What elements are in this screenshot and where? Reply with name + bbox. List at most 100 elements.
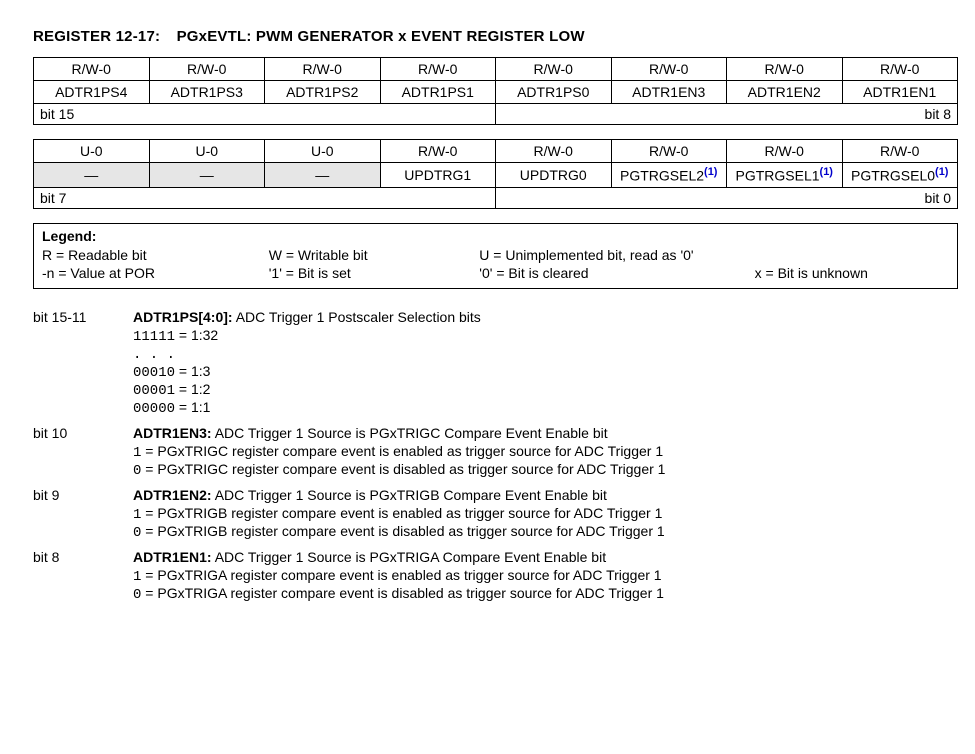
bit-value-line: 1 = PGxTRIGA register compare event is e… — [133, 567, 958, 585]
bit-name-cell: PGTRGSEL0(1) — [842, 163, 958, 188]
register-table-low: U-0 U-0 U-0 R/W-0 R/W-0 R/W-0 R/W-0 R/W-… — [33, 139, 958, 209]
legend-cell: -n = Value at POR — [42, 264, 269, 282]
bit-name-cell: ADTR1EN1 — [842, 81, 958, 104]
access-cell: R/W-0 — [842, 58, 958, 81]
legend-row: -n = Value at POR '1' = Bit is set '0' =… — [42, 264, 949, 282]
bit-value-line: 00000 = 1:1 — [133, 399, 958, 417]
bit-name-cell: UPDTRG1 — [380, 163, 496, 188]
access-cell: R/W-0 — [727, 140, 843, 163]
bit-value-text: = PGxTRIGC register compare event is ena… — [141, 443, 663, 459]
bit-value-text: = 1:1 — [175, 399, 210, 415]
bit-desc: ADC Trigger 1 Source is PGxTRIGA Compare… — [212, 549, 607, 565]
bit-name-cell: — — [265, 163, 381, 188]
legend-cell: U = Unimplemented bit, read as '0' — [479, 246, 754, 264]
bit-value-line: 00001 = 1:2 — [133, 381, 958, 399]
bit-range-label: bit 15-11 — [33, 309, 133, 417]
access-cell: R/W-0 — [842, 140, 958, 163]
bit-name-cell: — — [34, 163, 150, 188]
legend-box: Legend: R = Readable bit W = Writable bi… — [33, 223, 958, 289]
bit-range-row: bit 7 bit 0 — [34, 187, 958, 208]
access-row: R/W-0 R/W-0 R/W-0 R/W-0 R/W-0 R/W-0 R/W-… — [34, 58, 958, 81]
bit-heading: ADTR1EN1: ADC Trigger 1 Source is PGxTRI… — [133, 549, 958, 565]
bit-value-text: = 1:32 — [175, 327, 218, 343]
legend-row: R = Readable bit W = Writable bit U = Un… — [42, 246, 949, 264]
bit-name: ADTR1EN1: — [133, 549, 212, 565]
legend-cell: '0' = Bit is cleared — [479, 264, 754, 282]
bit-range-label: bit 10 — [33, 425, 133, 479]
access-cell: R/W-0 — [496, 58, 612, 81]
register-title: REGISTER 12-17: PGxEVTL: PWM GENERATOR x… — [33, 28, 958, 45]
legend-cell: '1' = Bit is set — [269, 264, 480, 282]
bit-range-left: bit 15 — [34, 104, 496, 125]
bit-value-code: . . . — [133, 347, 175, 363]
access-row: U-0 U-0 U-0 R/W-0 R/W-0 R/W-0 R/W-0 R/W-… — [34, 140, 958, 163]
bit-desc: ADC Trigger 1 Source is PGxTRIGC Compare… — [212, 425, 608, 441]
bit-value-code: 00010 — [133, 365, 175, 381]
register-number: REGISTER 12-17: — [33, 28, 160, 45]
legend-cell: x = Bit is unknown — [755, 264, 949, 282]
bit-value-text: = PGxTRIGB register compare event is ena… — [141, 505, 662, 521]
bit-value-line: 0 = PGxTRIGA register compare event is d… — [133, 585, 958, 603]
register-name: PGxEVTL: PWM GENERATOR x EVENT REGISTER … — [177, 28, 585, 45]
access-cell: R/W-0 — [265, 58, 381, 81]
access-cell: R/W-0 — [496, 140, 612, 163]
name-row: — — — UPDTRG1 UPDTRG0 PGTRGSEL2(1) PGTRG… — [34, 163, 958, 188]
bit-value-text: = 1:3 — [175, 363, 210, 379]
access-cell: R/W-0 — [611, 140, 727, 163]
bit-range-row: bit 15 bit 8 — [34, 104, 958, 125]
bit-name: ADTR1EN2: — [133, 487, 212, 503]
access-cell: R/W-0 — [727, 58, 843, 81]
bit-range-left: bit 7 — [34, 187, 496, 208]
bit-value-code: 00000 — [133, 401, 175, 417]
bit-name-cell: ADTR1PS4 — [34, 81, 150, 104]
access-cell: U-0 — [34, 140, 150, 163]
access-cell: R/W-0 — [380, 58, 496, 81]
legend-cell — [755, 246, 949, 264]
bit-body: ADTR1EN3: ADC Trigger 1 Source is PGxTRI… — [133, 425, 958, 479]
bit-name-cell: ADTR1EN3 — [611, 81, 727, 104]
bit-value-line: 1 = PGxTRIGB register compare event is e… — [133, 505, 958, 523]
bit-value-text: = PGxTRIGB register compare event is dis… — [141, 523, 664, 539]
bit-description: bit 8ADTR1EN1: ADC Trigger 1 Source is P… — [33, 549, 958, 603]
bit-value-text: = 1:2 — [175, 381, 210, 397]
bit-name-cell: ADTR1PS2 — [265, 81, 381, 104]
bit-value-line: 11111 = 1:32 — [133, 327, 958, 345]
bit-value-text: = PGxTRIGA register compare event is dis… — [141, 585, 664, 601]
access-cell: R/W-0 — [34, 58, 150, 81]
bit-description: bit 15-11ADTR1PS[4:0]: ADC Trigger 1 Pos… — [33, 309, 958, 417]
bit-value-line: 1 = PGxTRIGC register compare event is e… — [133, 443, 958, 461]
bit-name-cell: ADTR1PS0 — [496, 81, 612, 104]
register-table-high: R/W-0 R/W-0 R/W-0 R/W-0 R/W-0 R/W-0 R/W-… — [33, 57, 958, 125]
bit-heading: ADTR1EN2: ADC Trigger 1 Source is PGxTRI… — [133, 487, 958, 503]
access-cell: R/W-0 — [611, 58, 727, 81]
bit-name-cell: PGTRGSEL1(1) — [727, 163, 843, 188]
bit-range-right: bit 8 — [496, 104, 958, 125]
bit-body: ADTR1EN2: ADC Trigger 1 Source is PGxTRI… — [133, 487, 958, 541]
bit-value-code: 11111 — [133, 329, 175, 345]
bit-range-label: bit 9 — [33, 487, 133, 541]
bit-value-line: . . . — [133, 345, 958, 363]
name-row: ADTR1PS4 ADTR1PS3 ADTR1PS2 ADTR1PS1 ADTR… — [34, 81, 958, 104]
bit-value-line: 0 = PGxTRIGC register compare event is d… — [133, 461, 958, 479]
access-cell: U-0 — [265, 140, 381, 163]
bit-desc: ADC Trigger 1 Source is PGxTRIGB Compare… — [212, 487, 607, 503]
bit-description: bit 9ADTR1EN2: ADC Trigger 1 Source is P… — [33, 487, 958, 541]
bit-range-right: bit 0 — [496, 187, 958, 208]
bit-name-cell: ADTR1PS3 — [149, 81, 265, 104]
bit-description: bit 10ADTR1EN3: ADC Trigger 1 Source is … — [33, 425, 958, 479]
bit-heading: ADTR1EN3: ADC Trigger 1 Source is PGxTRI… — [133, 425, 958, 441]
bit-value-line: 0 = PGxTRIGB register compare event is d… — [133, 523, 958, 541]
bit-body: ADTR1PS[4:0]: ADC Trigger 1 Postscaler S… — [133, 309, 958, 417]
bit-body: ADTR1EN1: ADC Trigger 1 Source is PGxTRI… — [133, 549, 958, 603]
bit-name-cell: ADTR1EN2 — [727, 81, 843, 104]
legend-cell: R = Readable bit — [42, 246, 269, 264]
bit-desc: ADC Trigger 1 Postscaler Selection bits — [233, 309, 481, 325]
access-cell: R/W-0 — [380, 140, 496, 163]
bit-value-code: 00001 — [133, 383, 175, 399]
bit-name-cell: UPDTRG0 — [496, 163, 612, 188]
bit-value-line: 00010 = 1:3 — [133, 363, 958, 381]
bit-name: ADTR1PS[4:0]: — [133, 309, 233, 325]
bit-name-cell: — — [149, 163, 265, 188]
bit-descriptions: bit 15-11ADTR1PS[4:0]: ADC Trigger 1 Pos… — [33, 309, 958, 603]
bit-name-cell: PGTRGSEL2(1) — [611, 163, 727, 188]
